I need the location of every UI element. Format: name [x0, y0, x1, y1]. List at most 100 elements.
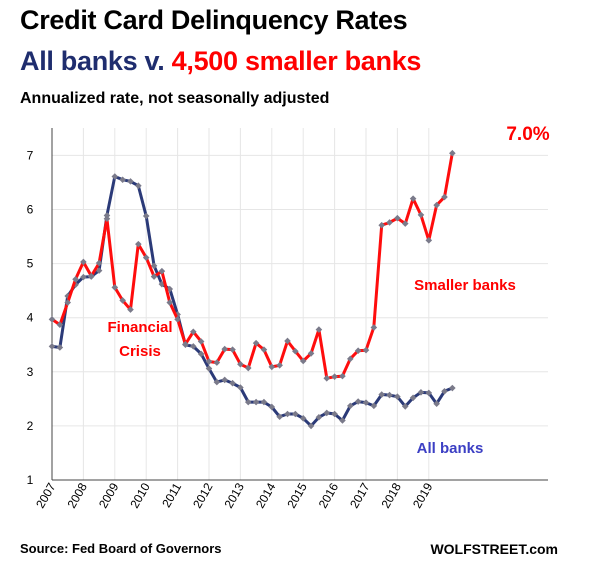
data-point-all-banks — [260, 398, 268, 406]
series-smaller-banks — [48, 149, 456, 382]
data-point-all-banks — [323, 409, 331, 417]
data-point-all-banks — [315, 413, 323, 421]
data-point-all-banks — [307, 422, 315, 430]
data-point-all-banks — [158, 280, 166, 288]
data-point-all-banks — [378, 391, 385, 398]
series-all-banks — [48, 173, 456, 430]
data-point-smaller-banks — [119, 297, 126, 304]
data-point-all-banks — [292, 410, 299, 418]
data-point-all-banks — [142, 212, 150, 220]
x-tick-label-2015: 2015 — [284, 480, 310, 510]
data-point-all-banks — [417, 389, 425, 396]
source-note: Source: Fed Board of Governors — [20, 541, 222, 556]
data-point-smaller-banks — [370, 324, 378, 331]
data-point-all-banks — [80, 273, 87, 281]
data-point-all-banks — [276, 413, 283, 421]
data-point-smaller-banks — [142, 254, 150, 261]
data-point-smaller-banks — [244, 364, 252, 372]
data-point-smaller-banks — [299, 357, 307, 365]
data-point-smaller-banks — [205, 358, 213, 365]
x-tick-label-2018: 2018 — [379, 480, 405, 510]
data-point-smaller-banks — [229, 346, 236, 353]
data-point-all-banks — [127, 178, 134, 185]
data-point-smaller-banks — [401, 220, 409, 227]
data-point-all-banks — [401, 403, 409, 410]
data-point-smaller-banks — [425, 237, 433, 244]
label-crisis: Crisis — [119, 343, 161, 360]
data-point-all-banks — [135, 182, 142, 189]
x-tick-label-2010: 2010 — [127, 480, 153, 510]
data-point-smaller-banks — [221, 345, 228, 353]
x-tick-label-2014: 2014 — [253, 480, 279, 510]
label-financial: Financial — [107, 319, 172, 336]
label-all-banks: All banks — [417, 440, 484, 457]
y-tick-label-1: 1 — [27, 473, 34, 487]
data-point-smaller-banks — [347, 355, 354, 363]
annotations: 7.0% Smaller banks Financial Crisis All bank… — [107, 124, 549, 457]
data-point-smaller-banks — [103, 215, 111, 222]
data-point-smaller-banks — [323, 374, 331, 382]
data-point-smaller-banks — [48, 316, 56, 323]
chart-description: Annualized rate, not seasonally adjusted — [20, 90, 330, 107]
data-point-all-banks — [284, 410, 291, 418]
data-point-all-banks — [111, 173, 119, 180]
data-point-smaller-banks — [268, 363, 276, 371]
data-point-smaller-banks — [87, 272, 95, 280]
data-point-smaller-banks — [331, 373, 338, 380]
x-tick-label-2007: 2007 — [33, 480, 59, 510]
data-point-all-banks — [354, 398, 362, 405]
data-point-smaller-banks — [166, 299, 174, 306]
data-point-smaller-banks — [158, 267, 166, 275]
data-point-smaller-banks — [150, 273, 158, 280]
data-point-smaller-banks — [237, 360, 244, 368]
data-point-all-banks — [119, 176, 126, 184]
data-point-all-banks — [244, 398, 252, 406]
data-point-all-banks — [237, 384, 244, 391]
data-point-all-banks — [48, 343, 56, 350]
series-line-smaller-banks — [50, 151, 454, 380]
data-point-all-banks — [190, 343, 197, 350]
brand-watermark: WOLFSTREET.com — [430, 541, 558, 557]
data-point-all-banks — [362, 399, 370, 406]
chart-title: Credit Card Delinquency Rates — [20, 5, 408, 35]
data-point-smaller-banks — [292, 347, 299, 355]
data-point-all-banks — [56, 344, 64, 351]
data-point-all-banks — [370, 402, 378, 410]
data-point-all-banks — [386, 391, 393, 399]
data-point-smaller-banks — [417, 211, 425, 219]
data-point-smaller-banks — [174, 316, 181, 323]
y-tick-label-3: 3 — [27, 365, 34, 379]
data-point-all-banks — [409, 394, 417, 402]
chart-subtitle-comparison: All banks v. 4,500 smaller banks — [20, 46, 421, 77]
data-point-smaller-banks — [315, 326, 323, 333]
subtitle-all-banks: All banks — [20, 46, 138, 76]
data-point-all-banks — [299, 415, 307, 422]
y-tick-label-5: 5 — [27, 257, 34, 271]
data-point-smaller-banks — [409, 195, 417, 202]
x-tick-label-2016: 2016 — [316, 480, 342, 510]
data-point-all-banks — [95, 267, 103, 274]
data-point-smaller-banks — [80, 258, 87, 266]
data-point-all-banks — [339, 417, 346, 424]
x-tick-label-2017: 2017 — [347, 480, 373, 510]
data-point-smaller-banks — [362, 346, 370, 354]
data-point-smaller-banks — [64, 299, 71, 306]
data-point-smaller-banks — [354, 347, 362, 355]
data-point-all-banks — [433, 400, 440, 408]
data-point-all-banks — [347, 402, 354, 410]
subtitle-smaller-banks: 4,500 smaller banks — [171, 46, 422, 76]
data-point-smaller-banks — [72, 275, 79, 283]
annotation-7-0-percent: 7.0% — [506, 124, 549, 145]
y-tick-label-7: 7 — [27, 148, 34, 162]
data-point-smaller-banks — [449, 149, 456, 157]
y-tick-label-6: 6 — [27, 203, 34, 217]
data-point-smaller-banks — [95, 259, 103, 267]
data-point-all-banks — [441, 387, 448, 395]
data-point-all-banks — [331, 410, 338, 418]
data-point-smaller-banks — [111, 284, 119, 291]
data-point-smaller-banks — [386, 219, 393, 226]
x-tick-label-2019: 2019 — [410, 480, 436, 510]
data-point-all-banks — [229, 379, 236, 387]
data-point-smaller-banks — [339, 372, 346, 380]
